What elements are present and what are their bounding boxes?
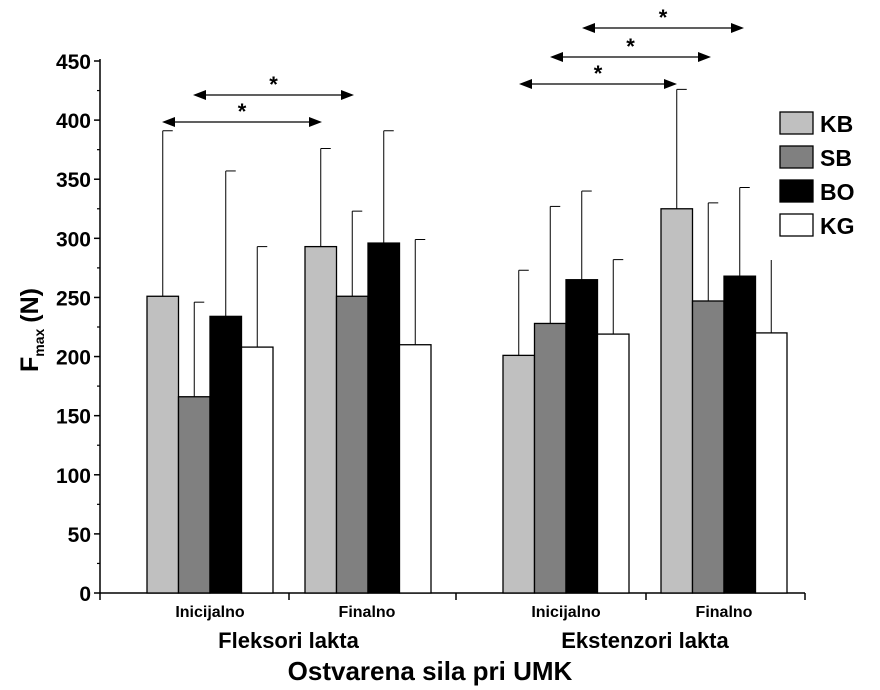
significance-arrowhead-left-5: [582, 23, 595, 33]
y-tick-label-100: 100: [56, 465, 91, 488]
significance-arrowhead-right-4: [698, 52, 711, 62]
x-tick-label-finalno-2: Finalno: [696, 604, 753, 621]
legend-swatch-sb: [779, 145, 814, 169]
x-group-label-1: Fleksori lakta: [218, 628, 359, 653]
y-axis-title-main: F: [16, 357, 44, 372]
significance-star-4: *: [626, 34, 635, 59]
error-bars: [162, 88, 782, 397]
y-tick-label-0: 0: [79, 583, 91, 606]
y-axis-title-sub: max: [31, 329, 47, 357]
significance-arrowhead-right-1: [309, 117, 322, 127]
significance-arrowhead-left-2: [193, 90, 206, 100]
y-tick-label-50: 50: [68, 524, 91, 547]
bar-kg-3: [596, 333, 630, 594]
legend-label-kg: KG: [820, 213, 855, 239]
bar-sb-1: [177, 396, 211, 594]
x-tick-label-inicijalno-2: Inicijalno: [531, 604, 601, 621]
legend-label-kb: KB: [820, 111, 853, 137]
significance-arrowhead-right-3: [664, 79, 677, 89]
bar-sb-2: [335, 295, 369, 594]
y-tick-label-300: 300: [56, 228, 91, 251]
significance-arrowhead-left-4: [550, 52, 563, 62]
significance-markers: * * * * *: [162, 5, 744, 127]
legend: KB SB BO KG: [770, 100, 880, 260]
bar-bo-1: [209, 315, 243, 594]
significance-arrowhead-right-5: [731, 23, 744, 33]
significance-star-3: *: [594, 61, 603, 86]
y-tick-label-450: 450: [56, 51, 91, 74]
bar-kg-4: [754, 332, 788, 594]
legend-label-sb: SB: [820, 145, 852, 171]
significance-arrowhead-left-1: [162, 117, 175, 127]
bar-sb-3: [533, 322, 567, 594]
bar-bo-4: [723, 275, 757, 594]
bar-kb-4: [660, 208, 694, 594]
bar-kb-2: [304, 245, 338, 594]
y-tick-label-350: 350: [56, 169, 91, 192]
legend-swatch-kb: [779, 111, 814, 135]
bar-bo-3: [565, 279, 599, 594]
x-tick-label-finalno-1: Finalno: [339, 604, 396, 621]
significance-arrowhead-right-2: [341, 90, 354, 100]
x-group-label-2: Ekstenzori lakta: [561, 628, 729, 653]
x-tick-label-inicijalno-1: Inicijalno: [175, 604, 245, 621]
axes: 0 50 100 150 200 250 300 350 400 450 Inicijalno Fin…: [56, 51, 806, 653]
legend-swatch-bo: [779, 179, 814, 203]
y-tick-label-150: 150: [56, 406, 91, 429]
significance-star-2: *: [269, 72, 278, 97]
bar-kb-3: [502, 354, 536, 594]
bar-sb-4: [691, 300, 725, 594]
significance-star-5: *: [659, 5, 668, 30]
y-axis-title: Fmax (N): [16, 288, 47, 372]
y-axis-title-unit: (N): [16, 288, 44, 323]
y-tick-label-400: 400: [56, 110, 91, 133]
y-tick-label-200: 200: [56, 347, 91, 370]
significance-arrowhead-left-3: [519, 79, 532, 89]
bar-kg-2: [398, 344, 432, 594]
bars: [146, 208, 788, 594]
x-axis-title: Ostvarena sila pri UMK: [288, 656, 573, 686]
legend-label-bo: BO: [820, 179, 855, 205]
significance-star-1: *: [238, 99, 247, 124]
bar-kb-1: [146, 295, 180, 594]
y-tick-label-250: 250: [56, 287, 91, 310]
bar-kg-1: [240, 346, 274, 594]
legend-swatch-kg: [779, 213, 814, 237]
bar-bo-2: [367, 242, 401, 594]
